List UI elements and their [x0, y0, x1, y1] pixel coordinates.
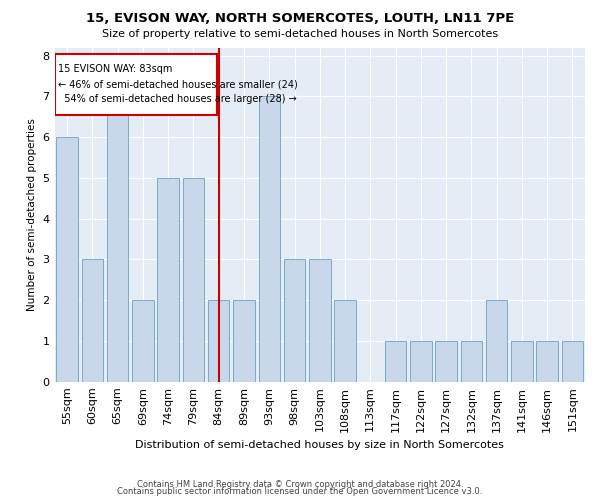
Bar [107, 96, 128, 382]
Bar [461, 341, 482, 382]
Bar [259, 96, 280, 382]
Text: 15 EVISON WAY: 83sqm
← 46% of semi-detached houses are smaller (24)
  54% of sem: 15 EVISON WAY: 83sqm ← 46% of semi-detac… [58, 64, 298, 104]
Bar [334, 300, 356, 382]
Bar [410, 341, 431, 382]
Bar [309, 260, 331, 382]
Bar [82, 260, 103, 382]
FancyBboxPatch shape [55, 54, 217, 115]
Bar [284, 260, 305, 382]
Text: 15, EVISON WAY, NORTH SOMERCOTES, LOUTH, LN11 7PE: 15, EVISON WAY, NORTH SOMERCOTES, LOUTH,… [86, 12, 514, 26]
Text: Size of property relative to semi-detached houses in North Somercotes: Size of property relative to semi-detach… [102, 29, 498, 39]
Bar [157, 178, 179, 382]
Bar [233, 300, 255, 382]
Bar [436, 341, 457, 382]
Text: Contains HM Land Registry data © Crown copyright and database right 2024.: Contains HM Land Registry data © Crown c… [137, 480, 463, 489]
Bar [562, 341, 583, 382]
Text: Contains public sector information licensed under the Open Government Licence v3: Contains public sector information licen… [118, 487, 482, 496]
X-axis label: Distribution of semi-detached houses by size in North Somercotes: Distribution of semi-detached houses by … [136, 440, 504, 450]
Y-axis label: Number of semi-detached properties: Number of semi-detached properties [27, 118, 37, 311]
Bar [511, 341, 533, 382]
Bar [208, 300, 229, 382]
Bar [132, 300, 154, 382]
Bar [536, 341, 558, 382]
Bar [183, 178, 204, 382]
Bar [56, 137, 78, 382]
Bar [385, 341, 406, 382]
Bar [486, 300, 508, 382]
